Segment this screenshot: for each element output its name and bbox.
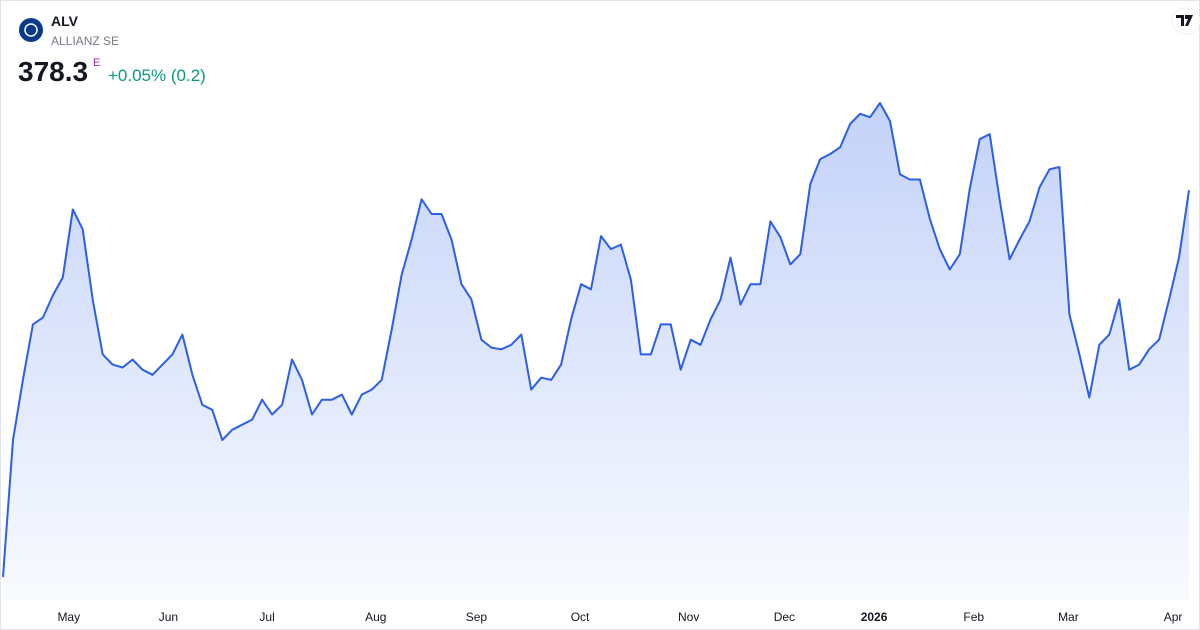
x-tick-label: Jun (159, 610, 178, 624)
x-tick-label: May (57, 610, 80, 624)
logo-mark (24, 23, 38, 37)
company-name: ALLIANZ SE (51, 34, 119, 48)
area-fill (3, 103, 1189, 600)
x-tick-label: Nov (678, 610, 699, 624)
x-tick-label: Apr (1164, 610, 1183, 624)
x-tick-label: Oct (571, 610, 590, 624)
x-tick-label: Sep (466, 610, 488, 624)
logo (19, 18, 43, 42)
symbol: ALV (51, 13, 79, 29)
x-tick-label: 2026 (861, 610, 888, 624)
x-tick-label: Jul (259, 610, 274, 624)
x-tick-label: Aug (365, 610, 386, 624)
change: +0.05% (0.2) (108, 66, 206, 85)
price: 378.3 (18, 56, 88, 87)
price-line (2, 102, 1190, 578)
badge: E (93, 57, 100, 69)
x-tick-label: Feb (963, 610, 984, 624)
tv-logo (1171, 7, 1200, 35)
x-tick-label: Dec (774, 610, 795, 624)
x-tick-label: Mar (1058, 610, 1079, 624)
